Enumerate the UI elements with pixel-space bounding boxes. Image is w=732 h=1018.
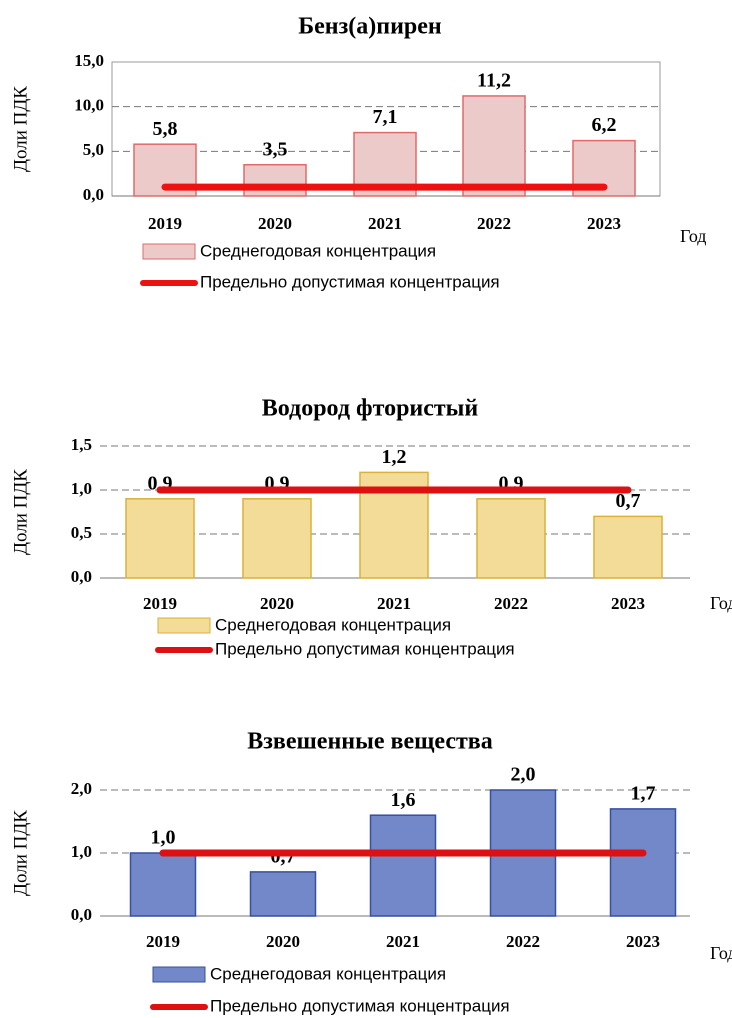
x-tick-label: 2020	[258, 214, 292, 233]
x-tick-label: 2019	[146, 932, 180, 951]
y-tick-label: 10,0	[74, 96, 104, 115]
legend-label: Среднегодовая концентрация	[215, 615, 451, 634]
y-tick-label: 0,0	[71, 567, 92, 586]
x-tick-label: 2019	[143, 594, 177, 613]
value-label: 7,1	[373, 106, 398, 128]
value-label: 1,0	[151, 827, 176, 849]
y-axis-label: Доли ПДК	[10, 810, 31, 896]
bar	[129, 852, 197, 917]
value-label: 6,2	[592, 114, 617, 136]
y-tick-label: 15,0	[74, 51, 104, 70]
chart-title: Взвешенные вещества	[247, 729, 492, 755]
y-tick-label: 5,0	[83, 140, 104, 159]
value-label: 1,6	[391, 789, 416, 811]
y-tick-label: 1,0	[71, 479, 92, 498]
x-tick-label: 2021	[377, 594, 411, 613]
y-tick-label: 0,0	[71, 905, 92, 924]
bar	[609, 808, 677, 917]
x-axis-label: Год	[680, 226, 706, 246]
bar	[243, 163, 307, 197]
y-tick-label: 2,0	[71, 779, 92, 798]
chart-title: Бенз(а)пирен	[298, 14, 442, 40]
y-tick-label: 1,0	[71, 842, 92, 861]
value-label: 3,5	[263, 138, 288, 160]
value-label: 5,8	[153, 118, 178, 140]
y-tick-label: 0,5	[71, 523, 92, 542]
x-tick-label: 2023	[611, 594, 645, 613]
bar	[593, 515, 663, 579]
bar	[462, 95, 526, 197]
bar	[369, 814, 437, 917]
legend-swatch	[157, 617, 211, 634]
y-tick-label: 1,5	[71, 435, 92, 454]
legend-swatch	[142, 243, 196, 260]
x-tick-label: 2021	[386, 932, 420, 951]
bar	[476, 498, 546, 579]
value-label: 1,2	[382, 446, 407, 468]
x-tick-label: 2021	[368, 214, 402, 233]
value-label: 0,7	[616, 490, 641, 512]
value-label: 2,0	[511, 764, 536, 786]
x-tick-label: 2022	[477, 214, 511, 233]
x-tick-label: 2019	[148, 214, 182, 233]
y-tick-label: 0,0	[83, 185, 104, 204]
legend-label: Предельно допустимая концентрация	[215, 639, 515, 658]
x-tick-label: 2020	[260, 594, 294, 613]
bar	[249, 871, 317, 917]
bar	[242, 498, 312, 579]
value-label: 1,7	[631, 782, 656, 804]
x-tick-label: 2023	[626, 932, 660, 951]
y-axis-label: Доли ПДК	[10, 469, 31, 555]
legend-label: Среднегодовая концентрация	[200, 241, 436, 260]
x-tick-label: 2022	[506, 932, 540, 951]
y-axis-label: Доли ПДК	[10, 86, 31, 172]
legend-swatch	[152, 966, 206, 983]
chart-title: Водород фтористый	[262, 396, 479, 422]
legend-label: Предельно допустимая концентрация	[210, 996, 510, 1015]
legend-label: Среднегодовая концентрация	[210, 964, 446, 983]
x-tick-label: 2020	[266, 932, 300, 951]
x-axis-label: Год	[710, 943, 732, 963]
bar	[125, 498, 195, 579]
x-tick-label: 2023	[587, 214, 621, 233]
value-label: 11,2	[477, 70, 511, 92]
x-axis-label: Год	[710, 593, 732, 613]
legend-label: Предельно допустимая концентрация	[200, 272, 500, 291]
x-tick-label: 2022	[494, 594, 528, 613]
